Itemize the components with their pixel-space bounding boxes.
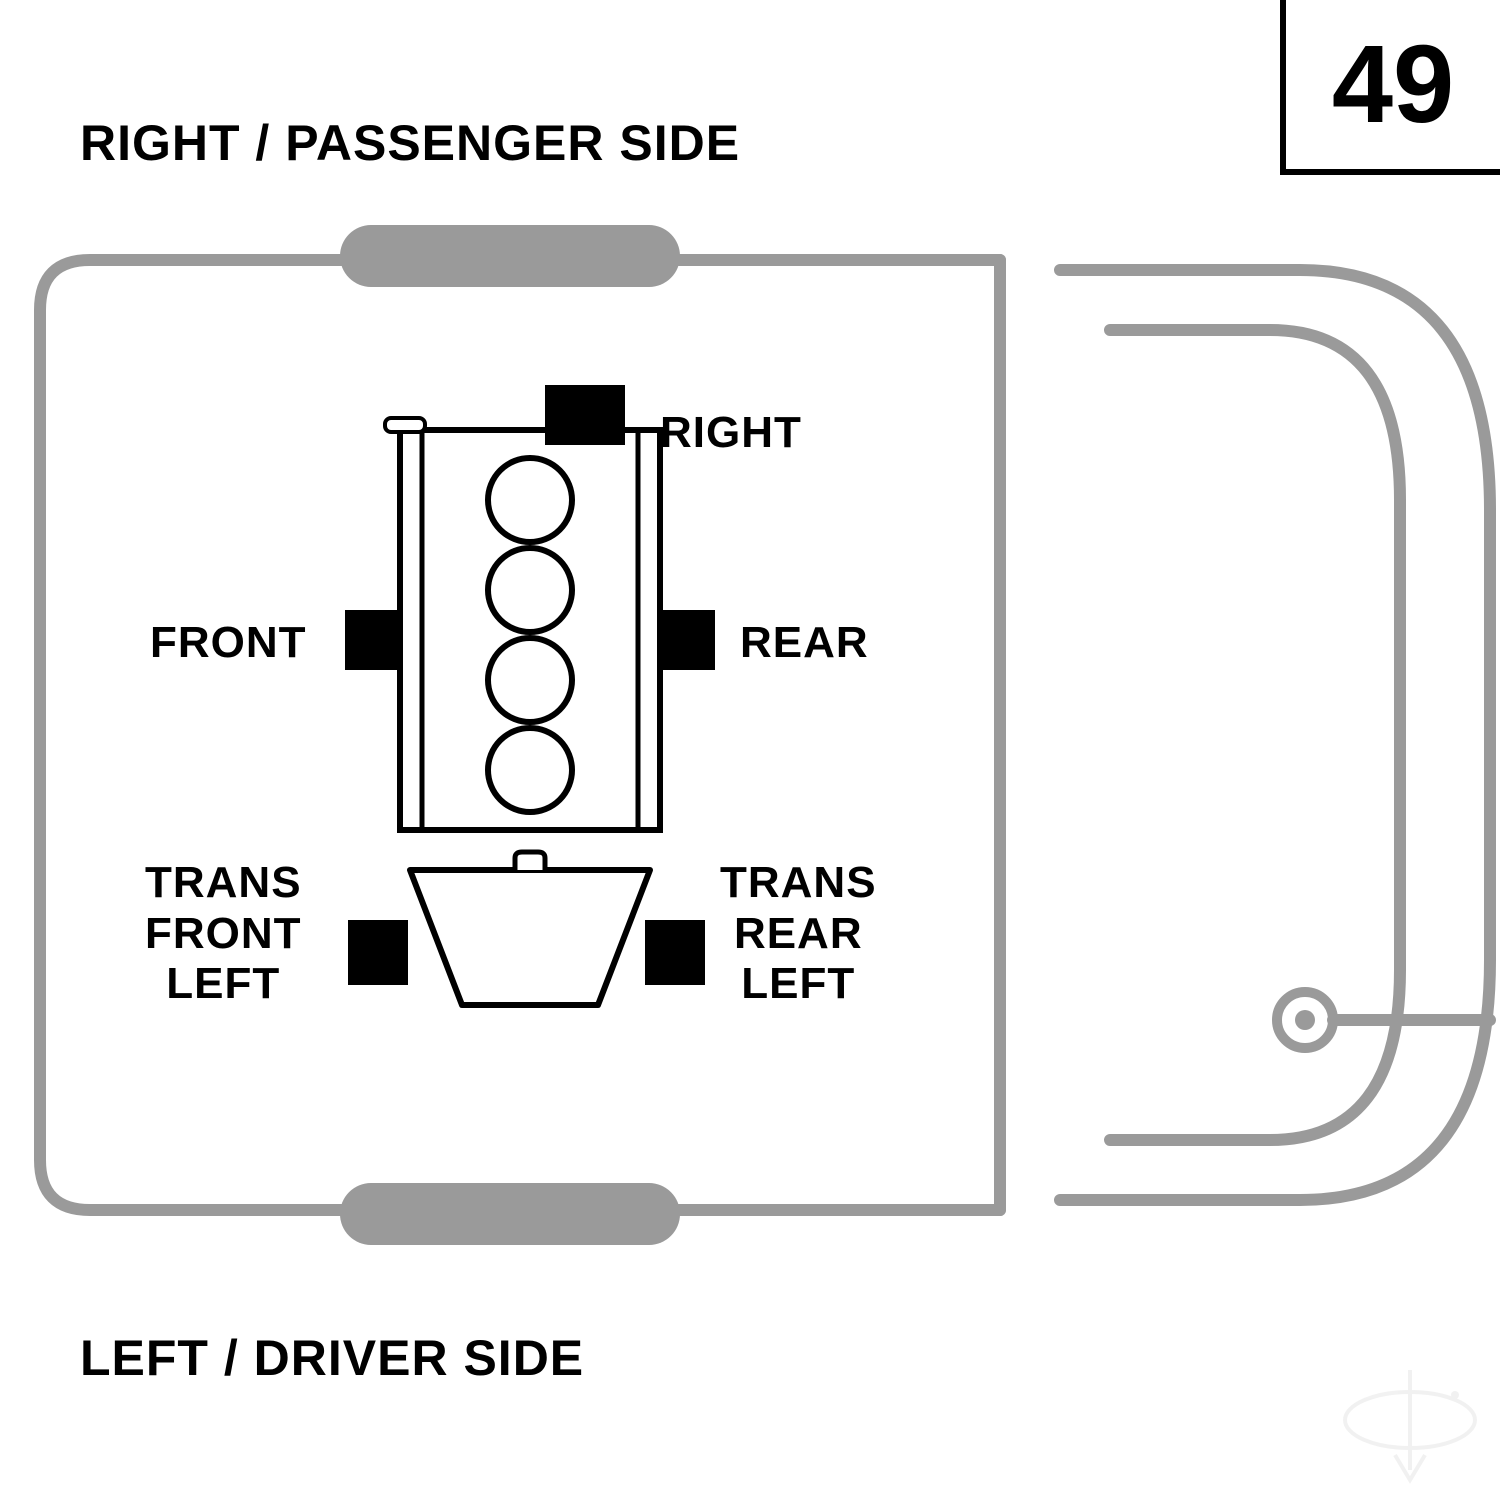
label-trans-rear-left: TRANS REAR LEFT [720,858,877,1010]
vehicle-diagram [0,0,1500,1500]
mount-trans-front-left [348,920,408,985]
door-handle-icon [1277,992,1490,1048]
mount-front [345,610,400,670]
watermark-icon [1345,1370,1475,1480]
mount-rear [660,610,715,670]
label-trans-front-left: TRANS FRONT LEFT [145,858,302,1010]
wheel-top [340,225,680,287]
cabin-outline [1060,270,1490,1200]
label-front: FRONT [150,618,307,669]
engine-block [385,385,660,830]
label-right: RIGHT [660,408,802,459]
mount-trans-rear-left [645,920,705,985]
wheel-bottom [340,1183,680,1245]
transmission [410,852,650,1005]
label-rear: REAR [740,618,869,669]
